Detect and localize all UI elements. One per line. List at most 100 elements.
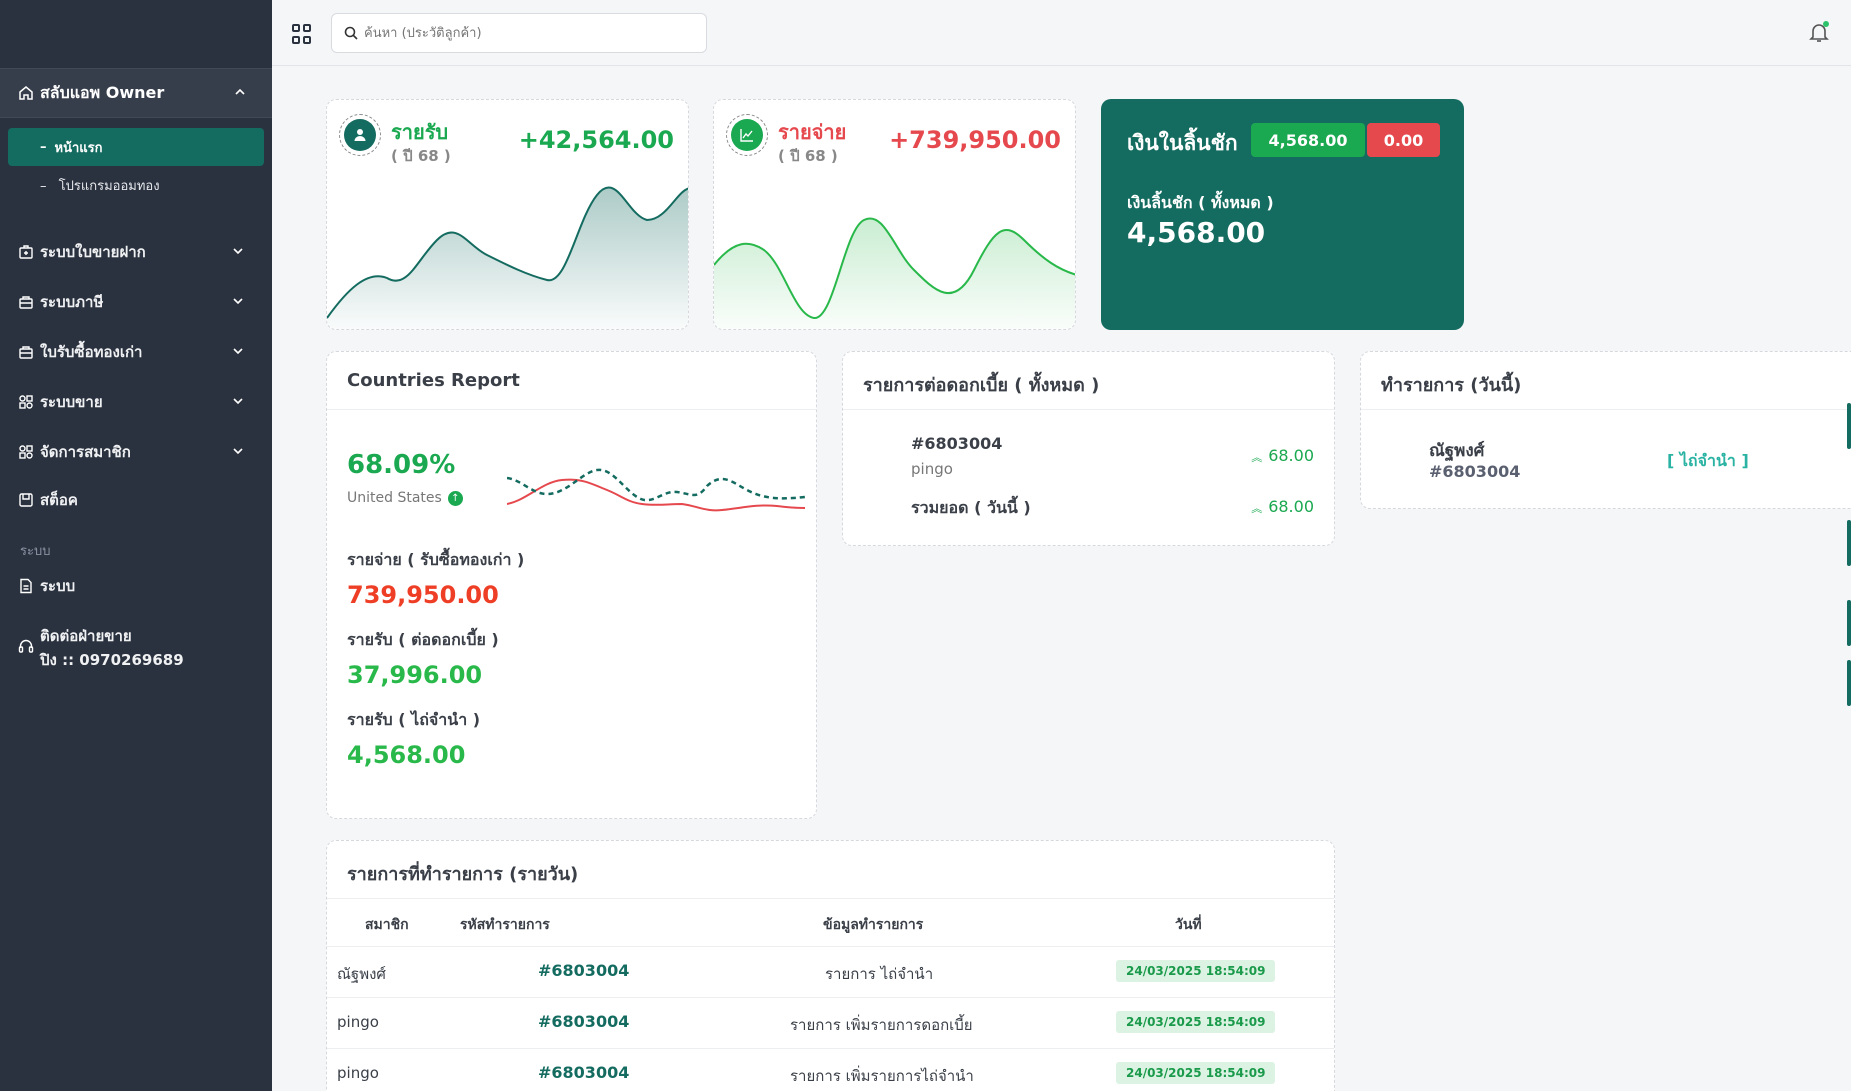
user-icon bbox=[339, 114, 381, 156]
topbar bbox=[272, 0, 1851, 66]
report-item-label: รายรับ ( ไถ่จำนำ ) bbox=[347, 710, 481, 729]
sidebar: สลับแอพ Owner – หน้าแรก – โปรแกรมออมทอง … bbox=[0, 0, 272, 1091]
chart-icon bbox=[726, 114, 768, 156]
today-code[interactable]: #6803004 bbox=[1429, 462, 1521, 481]
interest-total: ︽ 68.00 bbox=[1251, 497, 1314, 516]
deposit-icon bbox=[18, 244, 34, 260]
edge-tab[interactable] bbox=[1847, 520, 1851, 566]
chevron-down-icon bbox=[232, 443, 244, 461]
sidebar-item-tax[interactable]: ระบบภาษี bbox=[18, 290, 254, 314]
report-item-value: 37,996.00 bbox=[347, 661, 483, 689]
today-action[interactable]: [ ไถ่จำนำ ] bbox=[1667, 451, 1749, 470]
sidebar-item-stock[interactable]: สต็อค bbox=[18, 488, 254, 512]
row-code[interactable]: #6803004 bbox=[538, 1012, 630, 1031]
chevron-up-icon bbox=[234, 83, 246, 102]
daily-title: รายการที่ทำรายการ (รายวัน) bbox=[347, 864, 579, 885]
app-switch-label: สลับแอพ Owner bbox=[40, 82, 165, 102]
sidebar-item-sales[interactable]: ระบบขาย bbox=[18, 390, 254, 414]
dash-icon: – bbox=[40, 139, 47, 155]
income-label: รายรับ bbox=[391, 120, 449, 144]
receipt-icon bbox=[18, 344, 34, 360]
document-icon bbox=[18, 578, 34, 594]
today-member: ณัฐพงศ์ bbox=[1429, 441, 1485, 461]
table-row[interactable]: pingo #6803004 รายการ เพิ่มรายการดอกเบี้… bbox=[327, 998, 1334, 1049]
cash-title: เงินในลิ้นชัก bbox=[1127, 131, 1238, 155]
interest-member: pingo bbox=[911, 460, 953, 478]
row-info: รายการ เพิ่มรายการดอกเบี้ย bbox=[790, 1016, 973, 1034]
countries-report-card: Countries Report 68.09% United States ↑ … bbox=[326, 351, 817, 819]
today-card: ทำรายการ (วันนี้) ณัฐพงศ์ #6803004 [ ไถ่… bbox=[1360, 351, 1851, 509]
row-member: ณัฐพงศ์ bbox=[337, 965, 386, 983]
sidebar-item-savings[interactable]: – โปรแกรมออมทอง bbox=[40, 175, 160, 196]
expense-value: +739,950.00 bbox=[889, 126, 1061, 154]
report-item-value: 4,568.00 bbox=[347, 741, 466, 769]
interest-amount: ︽ 68.00 bbox=[1251, 446, 1314, 465]
search-input[interactable] bbox=[364, 25, 684, 41]
sidebar-item-system[interactable]: ระบบ bbox=[18, 574, 254, 598]
row-code[interactable]: #6803004 bbox=[538, 1063, 630, 1082]
search-box[interactable] bbox=[331, 13, 707, 53]
sidebar-item-home[interactable]: – หน้าแรก bbox=[8, 128, 264, 166]
sidebar-item-members[interactable]: จัดการสมาชิก bbox=[18, 440, 254, 464]
sidebar-item-label: ใบรับซื้อทองเก่า bbox=[40, 343, 143, 361]
row-code[interactable]: #6803004 bbox=[538, 961, 630, 980]
edge-tab[interactable] bbox=[1847, 403, 1851, 449]
apps-grid-icon[interactable] bbox=[292, 24, 312, 44]
expense-label: รายจ่าย bbox=[778, 120, 847, 144]
cash-subtitle: เงินลิ้นชัก ( ทั้งหมด ) bbox=[1127, 193, 1274, 212]
row-member: pingo bbox=[337, 1013, 379, 1031]
sale-icon bbox=[18, 394, 34, 410]
row-info: รายการ ไถ่จำนำ bbox=[825, 965, 934, 983]
dash-icon: – bbox=[40, 179, 47, 194]
report-percent: 68.09% bbox=[347, 450, 456, 480]
chevron-down-icon bbox=[232, 343, 244, 361]
table-row[interactable]: pingo #6803004 รายการ เพิ่มรายการไถ่จำนำ… bbox=[327, 1049, 1334, 1091]
table-row[interactable]: ณัฐพงศ์ #6803004 รายการ ไถ่จำนำ 24/03/20… bbox=[327, 947, 1334, 998]
sidebar-item-label: ระบบใบขายฝาก bbox=[40, 243, 146, 261]
edge-tab[interactable] bbox=[1847, 600, 1851, 646]
double-chevron-up-icon: ︽ bbox=[1251, 502, 1263, 515]
table-header: สมาชิก รหัสทำรายการ ข้อมูลทำรายการ วันที… bbox=[327, 899, 1334, 947]
interest-code[interactable]: #6803004 bbox=[911, 434, 1003, 453]
chevron-down-icon bbox=[232, 293, 244, 311]
member-icon bbox=[18, 444, 34, 460]
interest-amount-value: 68.00 bbox=[1268, 446, 1314, 465]
tax-icon bbox=[18, 294, 34, 310]
sidebar-item-label: หน้าแรก bbox=[54, 140, 103, 156]
row-date: 24/03/2025 18:54:09 bbox=[1116, 1062, 1276, 1084]
sidebar-item-label: โปรแกรมออมทอง bbox=[58, 179, 160, 194]
stock-icon bbox=[18, 492, 34, 508]
contact-label: ติดต่อฝ่ายขาย bbox=[40, 627, 132, 645]
row-info: รายการ เพิ่มรายการไถ่จำนำ bbox=[790, 1067, 974, 1085]
sidebar-contact[interactable]: ติดต่อฝ่ายขาย ปิง :: 0970269689 bbox=[18, 624, 184, 672]
home-icon bbox=[18, 85, 34, 101]
report-title: Countries Report bbox=[347, 370, 520, 391]
search-icon bbox=[344, 26, 358, 40]
sidebar-item-label: สต็อค bbox=[40, 491, 78, 509]
sidebar-item-old-gold[interactable]: ใบรับซื้อทองเก่า bbox=[18, 340, 254, 364]
bell-icon[interactable] bbox=[1807, 20, 1831, 44]
app-switch-toggle[interactable]: สลับแอพ Owner bbox=[0, 68, 272, 118]
sidebar-item-label: จัดการสมาชิก bbox=[40, 443, 131, 461]
chevron-down-icon bbox=[232, 393, 244, 411]
report-country: United States ↑ bbox=[347, 490, 463, 506]
col-date: วันที่ bbox=[1175, 917, 1202, 933]
col-info: ข้อมูลทำรายการ bbox=[823, 917, 924, 933]
edge-tab[interactable] bbox=[1847, 660, 1851, 706]
report-item-label: รายรับ ( ต่อดอกเบี้ย ) bbox=[347, 630, 499, 649]
sidebar-item-label: ระบบขาย bbox=[40, 393, 103, 411]
sidebar-item-label: ระบบภาษี bbox=[40, 293, 104, 311]
interest-list-card: รายการต่อดอกเบี้ย ( ทั้งหมด ) #6803004 p… bbox=[842, 351, 1335, 546]
chevron-down-icon bbox=[232, 243, 244, 261]
contact-phone: ปิง :: 0970269689 bbox=[40, 651, 184, 669]
income-sparkline bbox=[327, 186, 688, 329]
sidebar-item-label: ระบบ bbox=[40, 577, 76, 595]
cash-badge-green: 4,568.00 bbox=[1251, 123, 1365, 157]
interest-title: รายการต่อดอกเบี้ย ( ทั้งหมด ) bbox=[863, 375, 1100, 396]
sidebar-item-deposit[interactable]: ระบบใบขายฝาก bbox=[18, 240, 254, 264]
cash-drawer-card: เงินในลิ้นชัก 4,568.00 0.00 เงินลิ้นชัก … bbox=[1101, 99, 1464, 330]
sidebar-section-label: ระบบ bbox=[20, 544, 51, 559]
report-sparkline bbox=[507, 468, 806, 512]
report-item-label: รายจ่าย ( รับซื้อทองเก่า ) bbox=[347, 550, 525, 569]
interest-total-label: รวมยอด ( วันนี้ ) bbox=[911, 498, 1031, 517]
